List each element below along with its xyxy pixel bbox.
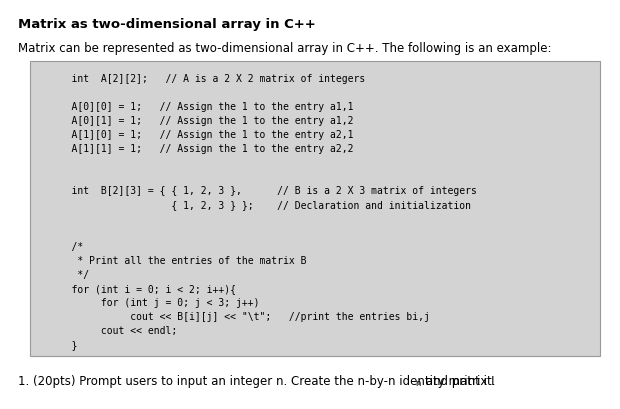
Text: int  B[2][3] = { { 1, 2, 3 },      // B is a 2 X 3 matrix of integers: int B[2][3] = { { 1, 2, 3 }, // B is a 2… (48, 186, 477, 196)
Text: A[1][0] = 1;   // Assign the 1 to the entry a2,1: A[1][0] = 1; // Assign the 1 to the entr… (48, 130, 353, 139)
Text: and print it.: and print it. (422, 374, 495, 387)
Text: A[0][1] = 1;   // Assign the 1 to the entry a1,2: A[0][1] = 1; // Assign the 1 to the entr… (48, 116, 353, 126)
Text: A[0][0] = 1;   // Assign the 1 to the entry a1,1: A[0][0] = 1; // Assign the 1 to the entr… (48, 102, 353, 112)
Text: for (int i = 0; i < 2; i++){: for (int i = 0; i < 2; i++){ (48, 283, 236, 293)
Text: A[1][1] = 1;   // Assign the 1 to the entry a2,2: A[1][1] = 1; // Assign the 1 to the entr… (48, 144, 353, 154)
Text: cout << endl;: cout << endl; (48, 325, 177, 335)
Text: for (int j = 0; j < 3; j++): for (int j = 0; j < 3; j++) (48, 297, 260, 307)
Text: 1. (20pts) Prompt users to input an integer n. Create the n-by-n identity matrix: 1. (20pts) Prompt users to input an inte… (0, 408, 1, 409)
Text: n: n (415, 378, 421, 387)
Text: /*: /* (48, 241, 83, 252)
Text: */: */ (48, 270, 89, 279)
Text: cout << B[i][j] << "\t";   //print the entries bi,j: cout << B[i][j] << "\t"; //print the ent… (48, 311, 430, 321)
Text: Matrix can be represented as two-dimensional array in C++. The following is an e: Matrix can be represented as two-dimensi… (18, 42, 552, 55)
Text: }: } (48, 339, 78, 349)
Text: Matrix as two-dimensional array in C++: Matrix as two-dimensional array in C++ (18, 18, 316, 31)
Bar (30, 62, 600, 356)
Text: int  A[2][2];   // A is a 2 X 2 matrix of integers: int A[2][2]; // A is a 2 X 2 matrix of i… (48, 74, 365, 84)
Text: 1. (20pts) Prompt users to input an integer n. Create the n-by-n identity matrix: 1. (20pts) Prompt users to input an inte… (18, 374, 495, 387)
Text: * Print all the entries of the matrix B: * Print all the entries of the matrix B (48, 255, 306, 265)
Text: { 1, 2, 3 } };    // Declaration and initialization: { 1, 2, 3 } }; // Declaration and initia… (48, 200, 471, 209)
Text: 1. (20pts) Prompt users to input an integer n. Create the n-by-n identity matrix: 1. (20pts) Prompt users to input an inte… (0, 408, 1, 409)
